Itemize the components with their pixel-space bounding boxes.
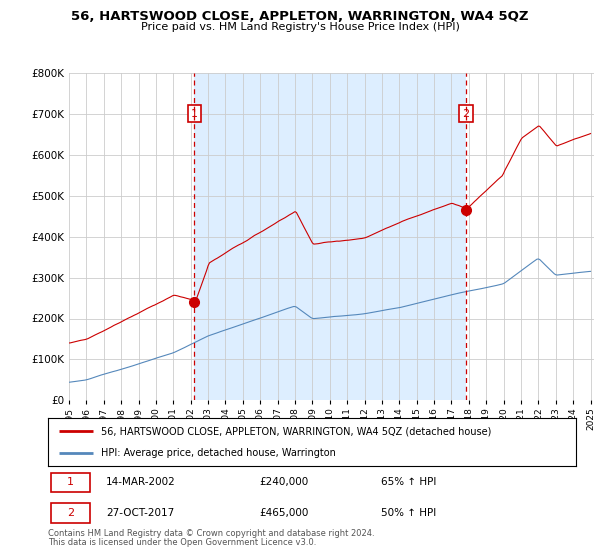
Text: HPI: Average price, detached house, Warrington: HPI: Average price, detached house, Warr… [101,448,335,458]
Text: This data is licensed under the Open Government Licence v3.0.: This data is licensed under the Open Gov… [48,538,316,547]
FancyBboxPatch shape [50,473,90,492]
Text: £465,000: £465,000 [259,508,308,518]
Text: 2: 2 [67,508,74,518]
Text: 1: 1 [191,109,198,119]
Text: 50% ↑ HPI: 50% ↑ HPI [380,508,436,518]
Text: 56, HARTSWOOD CLOSE, APPLETON, WARRINGTON, WA4 5QZ: 56, HARTSWOOD CLOSE, APPLETON, WARRINGTO… [71,10,529,23]
Text: £240,000: £240,000 [259,478,308,487]
Text: Price paid vs. HM Land Registry's House Price Index (HPI): Price paid vs. HM Land Registry's House … [140,22,460,32]
Text: 2: 2 [463,109,469,119]
Text: 56, HARTSWOOD CLOSE, APPLETON, WARRINGTON, WA4 5QZ (detached house): 56, HARTSWOOD CLOSE, APPLETON, WARRINGTO… [101,426,491,436]
Text: Contains HM Land Registry data © Crown copyright and database right 2024.: Contains HM Land Registry data © Crown c… [48,529,374,538]
FancyBboxPatch shape [50,503,90,523]
Text: 27-OCT-2017: 27-OCT-2017 [106,508,175,518]
Text: 14-MAR-2002: 14-MAR-2002 [106,478,176,487]
Text: 1: 1 [67,478,74,487]
Bar [194,73,466,400]
Text: 65% ↑ HPI: 65% ↑ HPI [380,478,436,487]
